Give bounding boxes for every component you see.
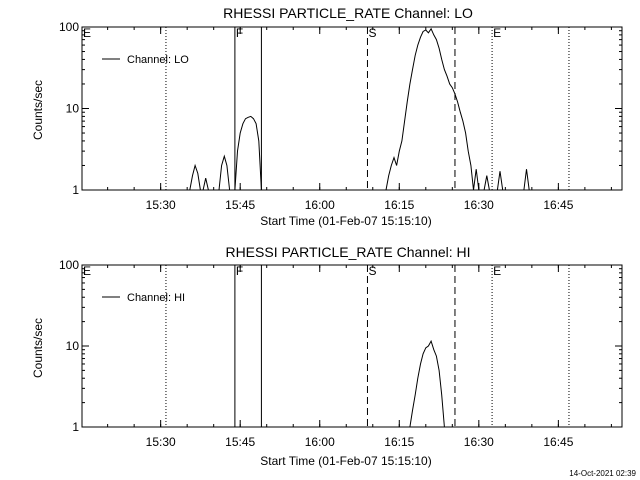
y-tick-label: 100 <box>59 20 79 34</box>
x-tick-label: 16:30 <box>464 435 494 449</box>
series-line <box>496 171 504 191</box>
x-tick-label: 15:45 <box>225 435 255 449</box>
x-tick-label: 16:00 <box>305 198 335 212</box>
chart-panel-lo: RHESSI PARTICLE_RATE Channel: LO Counts/… <box>31 5 623 228</box>
x-tick-label: 16:30 <box>464 198 494 212</box>
series-line <box>218 154 231 191</box>
event-marker-label: S <box>368 264 376 278</box>
series-line <box>385 27 474 191</box>
y-axis-label: Counts/sec <box>31 318 45 378</box>
x-tick-label: 16:45 <box>543 435 573 449</box>
series-line <box>523 169 530 191</box>
x-axis-label: Start Time (01-Feb-07 15:15:10) <box>260 214 431 228</box>
y-tick-label: 1 <box>72 183 79 197</box>
event-marker-label: E <box>83 264 91 278</box>
x-tick-label: 15:30 <box>146 198 176 212</box>
y-tick-label: 1 <box>72 420 79 434</box>
series-line <box>483 175 490 191</box>
legend-entry: Channel: LO <box>127 54 189 66</box>
y-tick-label: 100 <box>59 258 79 272</box>
event-marker-label: E <box>493 26 501 40</box>
event-marker-label: F <box>236 26 243 40</box>
chart-panel-hi: RHESSI PARTICLE_RATE Channel: HI Counts/… <box>31 244 623 468</box>
x-tick-label: 15:30 <box>146 435 176 449</box>
x-tick-label: 15:45 <box>225 198 255 212</box>
series-line <box>473 169 480 191</box>
x-tick-label: 16:15 <box>384 198 414 212</box>
series-line <box>409 339 445 428</box>
y-tick-label: 10 <box>66 102 80 116</box>
event-marker-label: E <box>493 264 501 278</box>
chart-title: RHESSI PARTICLE_RATE Channel: LO <box>223 5 473 21</box>
event-marker-label: E <box>83 26 91 40</box>
event-marker-label: F <box>236 264 243 278</box>
series-line <box>189 163 201 191</box>
series-line <box>202 177 209 191</box>
x-tick-label: 16:15 <box>384 435 414 449</box>
series-line <box>234 115 262 191</box>
event-marker-label: S <box>368 26 376 40</box>
plot-frame <box>81 264 623 428</box>
x-tick-label: 16:00 <box>305 435 335 449</box>
timestamp: 14-Oct-2021 02:39 <box>569 469 636 478</box>
chart-title: RHESSI PARTICLE_RATE Channel: HI <box>225 244 470 260</box>
y-axis-label: Counts/sec <box>31 80 45 140</box>
x-tick-label: 16:45 <box>543 198 573 212</box>
legend-entry: Channel: HI <box>127 292 185 304</box>
y-tick-label: 10 <box>66 339 80 353</box>
x-axis-label: Start Time (01-Feb-07 15:15:10) <box>260 454 431 468</box>
plot-frame <box>81 26 623 191</box>
